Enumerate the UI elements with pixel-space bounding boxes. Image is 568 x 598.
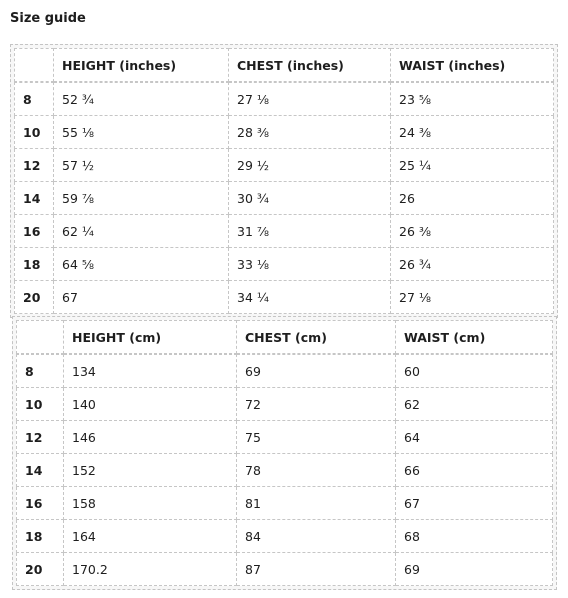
chest-cell: 28 ⅜ — [229, 116, 391, 149]
table-row: 8 134 69 60 — [16, 354, 553, 388]
height-cell: 134 — [64, 354, 237, 388]
height-cell: 158 — [64, 487, 237, 520]
size-cell: 10 — [16, 388, 64, 421]
height-cell: 140 — [64, 388, 237, 421]
chest-cell: 33 ⅛ — [229, 248, 391, 281]
header-cell-waist: WAIST (cm) — [396, 320, 553, 354]
header-cell-size — [14, 48, 54, 82]
header-cell-chest: CHEST (cm) — [237, 320, 396, 354]
chest-cell: 78 — [237, 454, 396, 487]
chest-cell: 69 — [237, 354, 396, 388]
waist-cell: 60 — [396, 354, 553, 388]
size-cell: 20 — [14, 281, 54, 314]
waist-cell: 23 ⅝ — [391, 82, 554, 116]
size-cell: 20 — [16, 553, 64, 586]
size-cell: 12 — [14, 149, 54, 182]
size-cell: 10 — [14, 116, 54, 149]
height-cell: 59 ⅞ — [54, 182, 229, 215]
size-table-cm-container: HEIGHT (cm) CHEST (cm) WAIST (cm) 8 134 … — [12, 316, 557, 590]
header-cell-waist: WAIST (inches) — [391, 48, 554, 82]
height-cell: 164 — [64, 520, 237, 553]
table-row: 16 62 ¼ 31 ⅞ 26 ⅜ — [14, 215, 554, 248]
height-cell: 67 — [54, 281, 229, 314]
chest-cell: 84 — [237, 520, 396, 553]
size-table-cm: HEIGHT (cm) CHEST (cm) WAIST (cm) 8 134 … — [16, 320, 553, 586]
table-row: 10 55 ⅛ 28 ⅜ 24 ⅜ — [14, 116, 554, 149]
waist-cell: 26 — [391, 182, 554, 215]
header-row: HEIGHT (cm) CHEST (cm) WAIST (cm) — [16, 320, 553, 354]
waist-cell: 62 — [396, 388, 553, 421]
table-row: 14 152 78 66 — [16, 454, 553, 487]
table-row: 12 146 75 64 — [16, 421, 553, 454]
height-cell: 146 — [64, 421, 237, 454]
height-cell: 62 ¼ — [54, 215, 229, 248]
chest-cell: 34 ¼ — [229, 281, 391, 314]
waist-cell: 69 — [396, 553, 553, 586]
waist-cell: 27 ⅛ — [391, 281, 554, 314]
chest-cell: 31 ⅞ — [229, 215, 391, 248]
size-cell: 12 — [16, 421, 64, 454]
header-cell-height: HEIGHT (cm) — [64, 320, 237, 354]
height-cell: 52 ¾ — [54, 82, 229, 116]
chest-cell: 81 — [237, 487, 396, 520]
header-cell-size — [16, 320, 64, 354]
header-cell-height: HEIGHT (inches) — [54, 48, 229, 82]
size-cell: 18 — [14, 248, 54, 281]
waist-cell: 67 — [396, 487, 553, 520]
chest-cell: 27 ⅛ — [229, 82, 391, 116]
header-cell-chest: CHEST (inches) — [229, 48, 391, 82]
size-cell: 14 — [16, 454, 64, 487]
table-row: 20 170.2 87 69 — [16, 553, 553, 586]
page-title: Size guide — [10, 11, 86, 26]
size-table-inches: HEIGHT (inches) CHEST (inches) WAIST (in… — [14, 48, 554, 314]
table-row: 8 52 ¾ 27 ⅛ 23 ⅝ — [14, 82, 554, 116]
height-cell: 57 ½ — [54, 149, 229, 182]
size-cell: 8 — [16, 354, 64, 388]
waist-cell: 64 — [396, 421, 553, 454]
size-cell: 16 — [14, 215, 54, 248]
height-cell: 170.2 — [64, 553, 237, 586]
chest-cell: 87 — [237, 553, 396, 586]
chest-cell: 29 ½ — [229, 149, 391, 182]
chest-cell: 75 — [237, 421, 396, 454]
table-row: 10 140 72 62 — [16, 388, 553, 421]
table-row: 14 59 ⅞ 30 ¾ 26 — [14, 182, 554, 215]
chest-cell: 72 — [237, 388, 396, 421]
height-cell: 55 ⅛ — [54, 116, 229, 149]
table-row: 18 164 84 68 — [16, 520, 553, 553]
size-cell: 14 — [14, 182, 54, 215]
height-cell: 152 — [64, 454, 237, 487]
waist-cell: 26 ¾ — [391, 248, 554, 281]
waist-cell: 24 ⅜ — [391, 116, 554, 149]
table-row: 18 64 ⅝ 33 ⅛ 26 ¾ — [14, 248, 554, 281]
waist-cell: 68 — [396, 520, 553, 553]
size-cell: 16 — [16, 487, 64, 520]
size-cell: 8 — [14, 82, 54, 116]
table-row: 12 57 ½ 29 ½ 25 ¼ — [14, 149, 554, 182]
waist-cell: 66 — [396, 454, 553, 487]
table-row: 20 67 34 ¼ 27 ⅛ — [14, 281, 554, 314]
waist-cell: 26 ⅜ — [391, 215, 554, 248]
height-cell: 64 ⅝ — [54, 248, 229, 281]
table-row: 16 158 81 67 — [16, 487, 553, 520]
waist-cell: 25 ¼ — [391, 149, 554, 182]
header-row: HEIGHT (inches) CHEST (inches) WAIST (in… — [14, 48, 554, 82]
chest-cell: 30 ¾ — [229, 182, 391, 215]
size-table-inches-container: HEIGHT (inches) CHEST (inches) WAIST (in… — [10, 44, 558, 318]
size-cell: 18 — [16, 520, 64, 553]
